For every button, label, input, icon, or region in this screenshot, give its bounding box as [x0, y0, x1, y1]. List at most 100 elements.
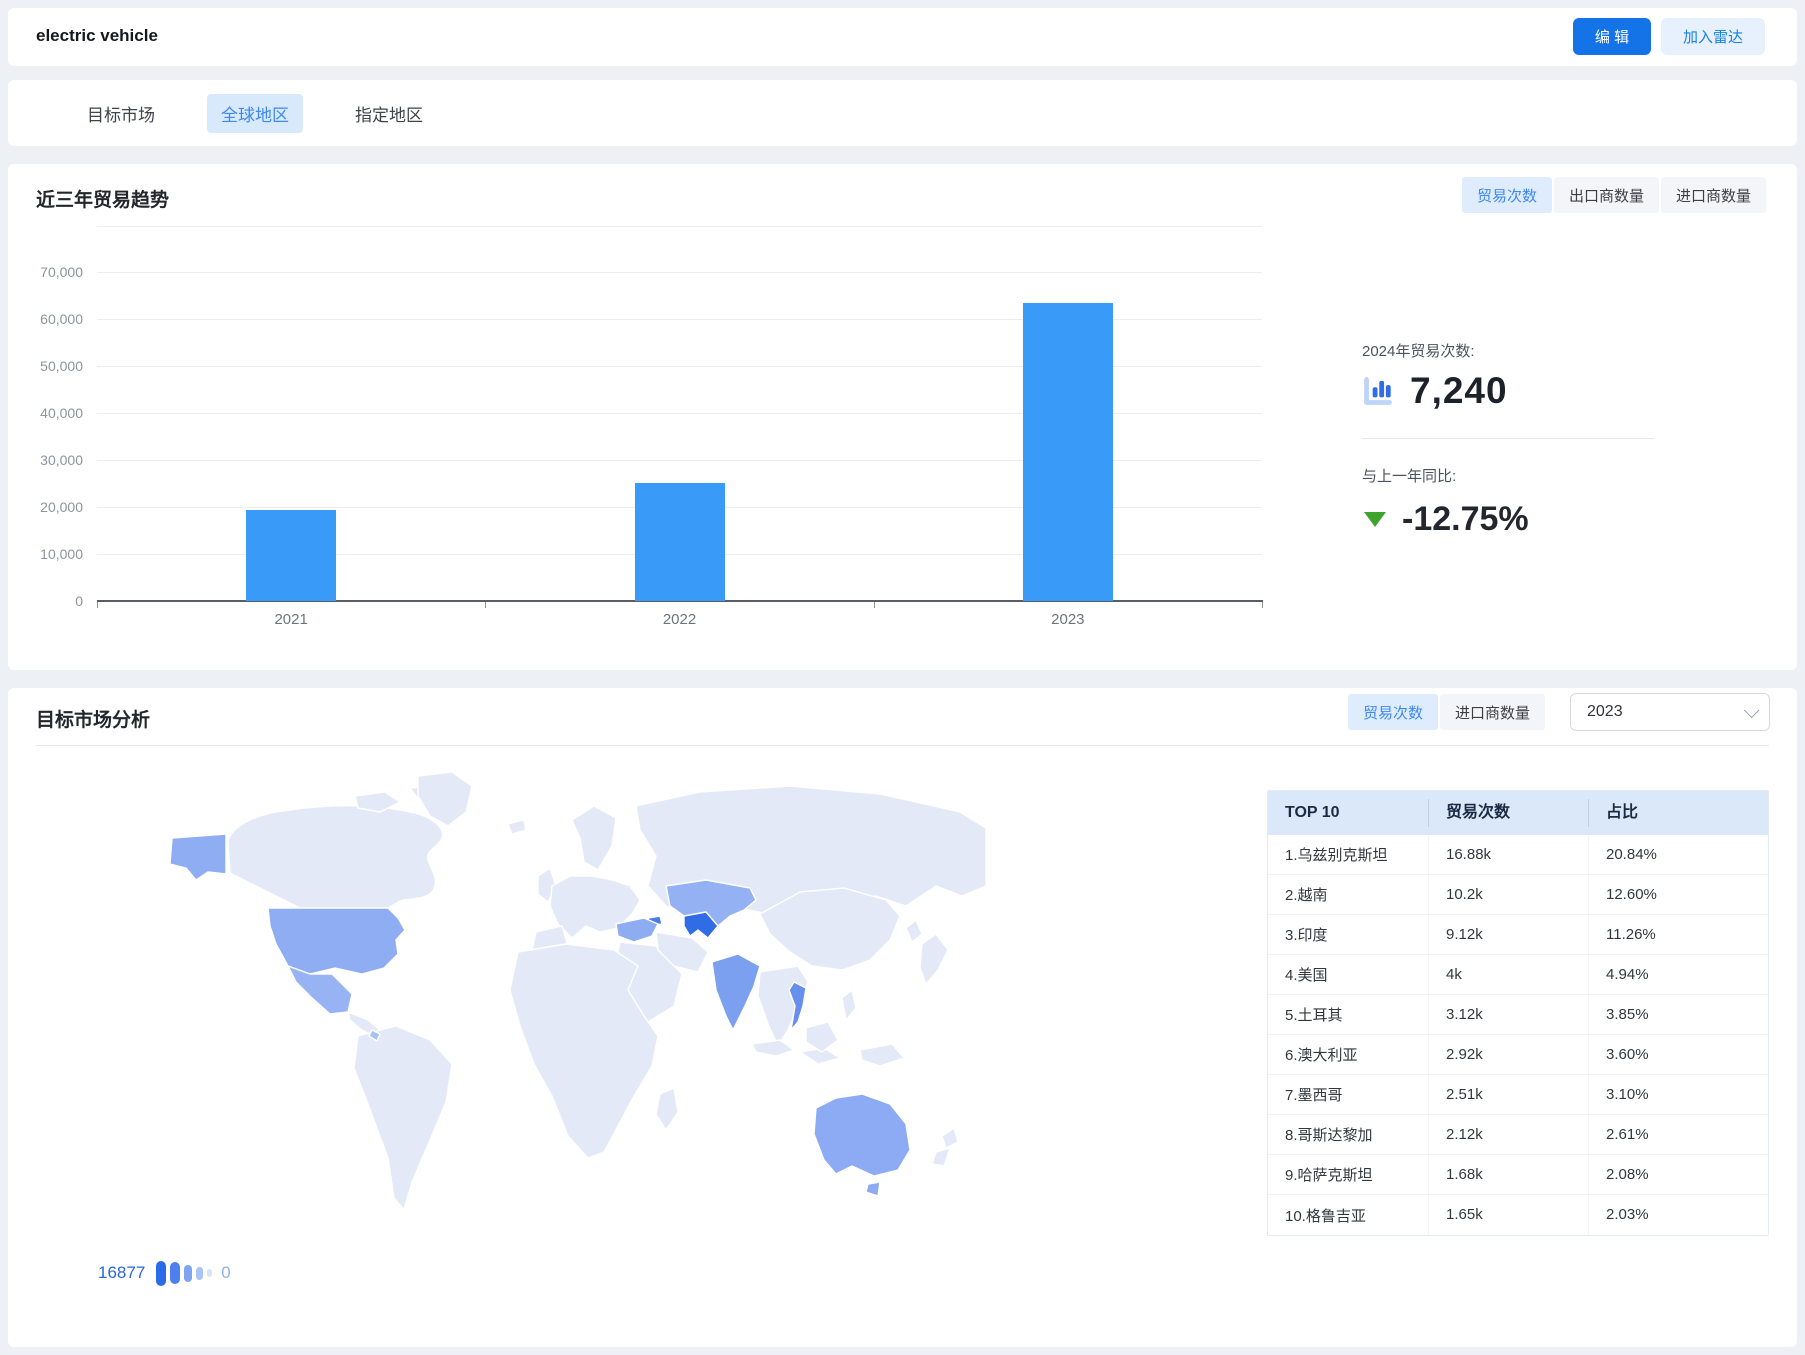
map-country-alaska-usa[interactable] [169, 833, 227, 881]
map-country-japan[interactable] [919, 933, 949, 985]
table-cell-share: 2.08% [1588, 1154, 1768, 1195]
table-row: 9.哈萨克斯坦 1.68k 2.08% [1268, 1154, 1768, 1195]
table-header-share: 占比 [1588, 799, 1768, 827]
x-axis-line [97, 600, 1263, 602]
chart-gridline [97, 413, 1262, 414]
map-country-usa[interactable] [267, 907, 406, 975]
map-country-new-zealand[interactable] [941, 1127, 959, 1149]
map-country-canada[interactable] [227, 805, 444, 909]
table-cell-trades: 3.12k [1428, 994, 1588, 1035]
legend-min-value: 0 [221, 1263, 231, 1282]
table-cell-share: 3.60% [1588, 1034, 1768, 1075]
table-cell-trades: 1.65k [1428, 1195, 1588, 1235]
tab-global-region[interactable]: 全球地区 [207, 93, 303, 133]
table-cell-country: 2.越南 [1285, 887, 1328, 904]
market-section-title: 目标市场分析 [36, 710, 151, 731]
chevron-down-icon [1743, 702, 1760, 718]
map-region-south-america[interactable] [353, 1025, 453, 1211]
yoy-value-row: -12.75% [1364, 500, 1529, 539]
table-cell-country: 8.哥斯达黎加 [1285, 1127, 1373, 1144]
chart-top-gridline [97, 226, 1262, 227]
table-cell-country: 10.格鲁吉亚 [1285, 1207, 1366, 1225]
table-cell-share: 2.03% [1588, 1195, 1768, 1235]
page-title: electric vehicle [36, 26, 158, 45]
map-country-korea[interactable] [905, 919, 923, 943]
x-axis-category-label: 2021 [274, 611, 308, 628]
legend-pills [156, 1260, 213, 1286]
map-country-philippines[interactable] [841, 989, 857, 1021]
y-axis-tick-label: 70,000 [40, 264, 83, 280]
bar-2021[interactable] [246, 510, 337, 601]
year-select-dropdown[interactable]: 2023 [1570, 693, 1770, 731]
table-cell-share: 4.94% [1588, 954, 1768, 995]
map-region-indonesia[interactable] [751, 1039, 795, 1057]
table-header-top10: TOP 10 [1285, 804, 1340, 821]
market-toggle-importer-count[interactable]: 进口商数量 [1440, 694, 1546, 730]
map-country-iran[interactable] [655, 931, 709, 973]
map-country-australia[interactable] [813, 1093, 911, 1177]
y-axis-tick-label: 60,000 [40, 311, 83, 327]
map-country-mexico[interactable] [287, 965, 353, 1015]
map-country-madagascar[interactable] [655, 1087, 679, 1131]
bar-chart-icon [1364, 377, 1392, 405]
tab-specified-region[interactable]: 指定地区 [355, 105, 423, 125]
world-map [169, 771, 987, 1211]
chart-gridline [97, 460, 1262, 461]
map-country-new-zealand[interactable] [931, 1147, 951, 1167]
table-header-trades: 贸易次数 [1428, 799, 1588, 827]
legend-pill [170, 1262, 181, 1284]
map-country-costa-rica[interactable] [368, 1029, 381, 1042]
market-metric-toggle-group: 贸易次数 进口商数量 [1348, 694, 1546, 730]
map-country-india[interactable] [711, 953, 761, 1031]
market-header-divider [36, 745, 1769, 746]
stat-2024-label: 2024年贸易次数: [1362, 343, 1475, 360]
y-axis-tick-label: 40,000 [40, 405, 83, 421]
trend-toggle-importer-count[interactable]: 进口商数量 [1660, 177, 1766, 213]
market-toggle-trade-count[interactable]: 贸易次数 [1348, 694, 1439, 730]
add-to-radar-button[interactable]: 加入雷达 [1661, 18, 1765, 55]
edit-button[interactable]: 编 辑 [1573, 18, 1651, 55]
map-country-vietnam[interactable] [788, 981, 807, 1031]
legend-max-value: 16877 [98, 1263, 146, 1282]
table-row: 8.哥斯达黎加 2.12k 2.61% [1268, 1114, 1768, 1155]
map-country-tasmania[interactable] [865, 1181, 881, 1197]
tab-target-market[interactable]: 目标市场 [87, 105, 155, 125]
table-cell-share: 11.26% [1588, 914, 1768, 955]
map-country-china[interactable] [759, 887, 901, 971]
map-color-legend: 16877 0 [98, 1256, 231, 1290]
map-country-turkey[interactable] [615, 917, 659, 943]
table-cell-share: 3.85% [1588, 994, 1768, 1035]
table-cell-trades: 2.12k [1428, 1114, 1588, 1155]
table-cell-country: 4.美国 [1285, 967, 1328, 984]
table-cell-trades: 9.12k [1428, 914, 1588, 955]
x-axis-category-label: 2022 [662, 611, 697, 628]
table-cell-country: 6.澳大利亚 [1285, 1047, 1358, 1064]
tab-bar: 目标市场 全球地区 指定地区 [73, 80, 437, 146]
map-country-uzbekistan[interactable] [683, 911, 719, 939]
map-island [354, 791, 401, 813]
bar-2023[interactable] [1022, 303, 1113, 601]
table-row: 10.格鲁吉亚 1.65k 2.03% [1268, 1195, 1768, 1235]
x-axis-tick [1262, 602, 1263, 608]
map-region-africa[interactable] [509, 943, 659, 1159]
table-cell-trades: 10.2k [1428, 874, 1588, 915]
x-axis-tick [97, 602, 98, 608]
top-bar: electric vehicle 编 辑 加入雷达 [8, 8, 1797, 66]
legend-pill [184, 1264, 193, 1282]
bar-2022[interactable] [634, 483, 725, 601]
map-country-iceland[interactable] [507, 819, 527, 835]
market-analysis-section: 目标市场分析 贸易次数 进口商数量 2023 [8, 688, 1797, 1347]
trend-toggle-trade-count[interactable]: 贸易次数 [1461, 177, 1552, 213]
table-row: 2.越南 10.2k 12.60% [1268, 874, 1768, 915]
legend-pill [207, 1269, 213, 1277]
map-region-indonesia[interactable] [799, 1047, 841, 1065]
table-cell-country: 3.印度 [1285, 927, 1328, 944]
table-cell-share: 20.84% [1588, 834, 1768, 875]
x-axis-category-label: 2023 [1051, 611, 1085, 628]
trend-toggle-exporter-count[interactable]: 出口商数量 [1553, 177, 1659, 213]
map-region-scandinavia[interactable] [571, 805, 617, 871]
map-country-greenland[interactable] [417, 771, 473, 827]
table-cell-share: 3.10% [1588, 1074, 1768, 1115]
table-row: 6.澳大利亚 2.92k 3.60% [1268, 1034, 1768, 1075]
trade-trend-bar-chart: 0 10,000 20,000 30,000 40,000 50,000 60,000 70,… [8, 164, 1288, 670]
